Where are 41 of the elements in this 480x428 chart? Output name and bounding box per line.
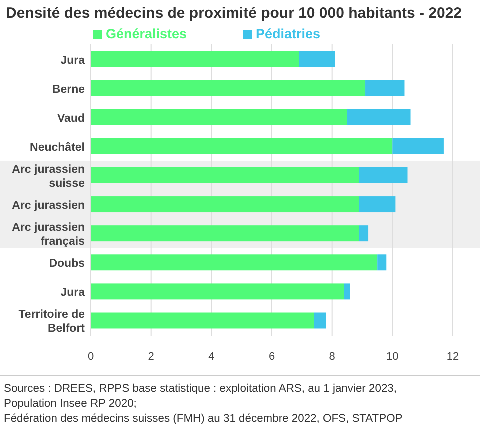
x-tick-label: 2 [148,351,154,363]
bar [359,196,396,213]
bar [91,312,314,329]
bar [91,109,348,126]
bar [91,80,366,96]
bar [91,138,393,154]
y-tick-label: Jura [60,287,86,300]
source-note: Sources : DREES, RPPS base statistique : exploitation ARS, au 1 janvier 2023, Population Insee RP 2020; Fédération des médecins suisses (FMH) au 31 décembre 2022, OFS, STATPOP [4,383,403,425]
x-tick-label: 4 [208,351,215,363]
bar [299,51,336,68]
y-tick-label: Neuchâtel [30,142,85,154]
bar [366,80,405,96]
x-tick-label: 8 [329,351,336,363]
bar [91,51,300,68]
y-tick-label: Arc jurassien français [12,222,85,248]
bar [91,196,360,213]
x-tick-label: 12 [446,351,460,363]
bar [359,226,369,242]
bar [344,284,350,300]
bar [378,254,387,271]
bar [91,167,360,184]
legend-label: Pédiatries [256,26,321,42]
chart-title: Densité des médecins de proximité pour 10 000 habitants - 2022 [6,5,462,22]
bar [91,226,360,242]
y-tick-label: Jura [60,54,86,67]
y-tick-label: Doubs [49,258,85,270]
x-tick-label: 6 [268,351,276,363]
y-tick-label: Vaud [58,112,85,125]
bar [314,312,326,329]
x-tick-label: 0 [88,351,94,363]
y-tick-label: Territoire de Belfort [18,309,86,336]
bar [91,254,378,271]
bar [392,138,444,154]
y-tick-label: Arc jurassien [12,200,85,212]
y-tick-label: Arc jurassien suisse [12,164,85,190]
legend-label: Généralistes [106,26,188,42]
bar [347,109,411,126]
bar [91,284,344,300]
bar [359,167,408,184]
x-tick-label: 10 [386,351,399,363]
y-tick-label: Berne [52,84,85,96]
